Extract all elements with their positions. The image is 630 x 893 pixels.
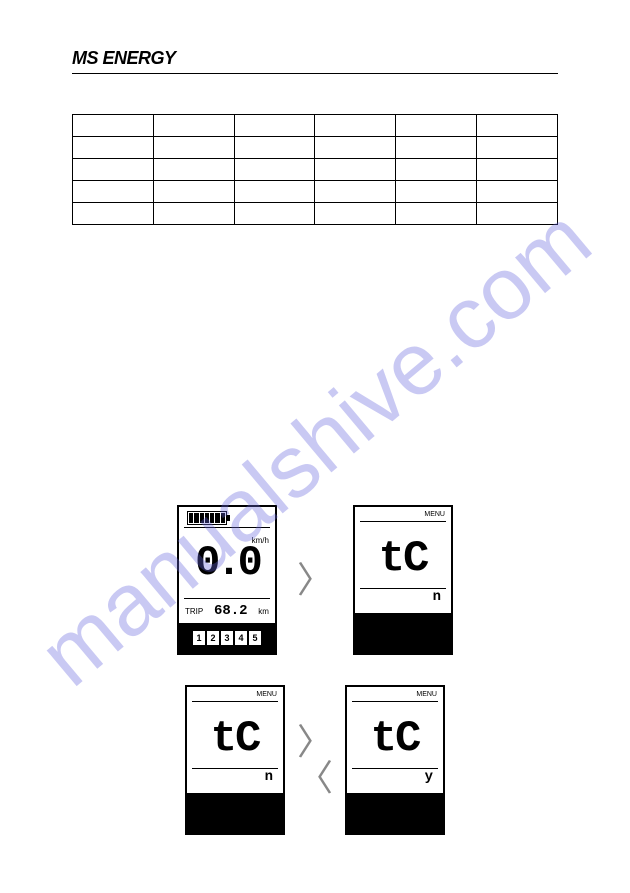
page-header: MS ENERGY (72, 48, 558, 74)
menu-code: tC (379, 540, 428, 580)
battery-icon (187, 511, 227, 525)
lcd-display-menu-1: MENU tC n (353, 505, 453, 655)
lcd-level-bar: 1 2 3 4 5 (179, 623, 275, 653)
display-row-1: km/h 0.0 TRIP 68.2 km 1 2 3 4 5 〉 MENU (72, 505, 558, 655)
menu-label: MENU (424, 511, 445, 518)
arrow-left-icon: 〈 (297, 760, 333, 796)
lcd-display-menu-2: MENU tC n (185, 685, 285, 835)
level-4: 4 (235, 631, 247, 645)
lcd-bottom-bar (347, 793, 443, 833)
lcd-bottom-bar (355, 613, 451, 653)
level-1: 1 (193, 631, 205, 645)
level-2: 2 (207, 631, 219, 645)
level-3: 3 (221, 631, 233, 645)
arrow-right-icon: 〉 (297, 562, 333, 598)
menu-suffix: n (265, 769, 273, 785)
display-row-2: MENU tC n 〉 〈 MENU tC y (72, 685, 558, 835)
trip-unit: km (258, 607, 269, 616)
trip-label: TRIP (185, 607, 203, 616)
trip-value: 68.2 (214, 603, 248, 619)
brand-logo: MS ENERGY (72, 48, 558, 69)
menu-label: MENU (416, 691, 437, 698)
table-row (73, 159, 558, 181)
lcd-display-menu-3: MENU tC y (345, 685, 445, 835)
lcd-display-main: km/h 0.0 TRIP 68.2 km 1 2 3 4 5 (177, 505, 277, 655)
menu-suffix: n (433, 589, 441, 605)
table-row (73, 115, 558, 137)
menu-code: tC (211, 720, 260, 760)
lcd-bottom-bar (187, 793, 283, 833)
menu-suffix: y (425, 769, 433, 785)
trip-row: TRIP 68.2 km (179, 599, 275, 623)
data-table (72, 114, 558, 225)
menu-label: MENU (256, 691, 277, 698)
level-5: 5 (249, 631, 261, 645)
table-row (73, 137, 558, 159)
speed-value: 0.0 (195, 542, 259, 584)
menu-code: tC (371, 720, 420, 760)
table-row (73, 181, 558, 203)
arrow-right-icon: 〉 (297, 724, 333, 760)
table-row (73, 203, 558, 225)
